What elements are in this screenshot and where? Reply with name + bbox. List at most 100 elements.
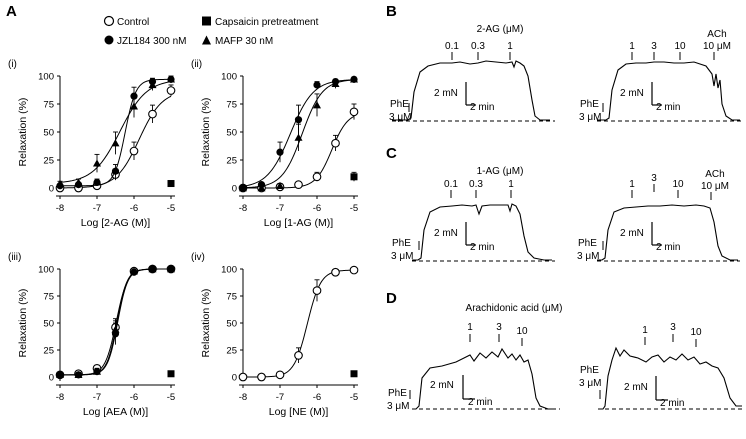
panel-d-traces: Arachidonic acid (μM) PhE 3 μM 1 3 10 2 … [387,303,744,412]
chart-iii-point-mafp-30-nm [111,325,120,333]
panel-b-right-phe: PhE [580,99,599,110]
chart-iii-ytick-label: 25 [43,346,54,357]
panel-b-right-phe-conc: 3 μM [579,112,601,123]
chart-ii-ytick-label: 75 [226,100,237,111]
panel-label-d: D [386,290,397,307]
panel-label-c: C [386,145,397,162]
chart-i-point-control [148,109,157,119]
panel-c-right-phe: PhE [578,238,597,249]
chart-iii-ytick-label: 0 [49,373,54,384]
panel-d-right-dose-1: 1 [642,325,648,336]
panel-d-right-trace [598,346,742,410]
chart-iii: (iii) 0 25 50 75 100 -8 -7 -6 -5 Log [AEA (M)] Rela… [8,252,176,418]
panel-d-right-scale-v-label: 2 mN [624,382,648,393]
panel-d-right-dose-3: 10 [690,327,702,338]
panel-d-title: Arachidonic acid (μM) [466,303,563,314]
panel-b-left-trace [392,60,550,121]
chart-iii-ytick-label: 50 [43,319,54,330]
chart-iv-xtick-label: -8 [239,392,247,403]
chart-i-xtick-label: -6 [130,203,138,214]
chart-iv-point-control [238,372,248,382]
chart-iv-ytick-label: 25 [226,346,237,357]
chart-iv-xlabel: Log [NE (M)] [269,406,329,418]
panel-b-right-dose-1: 1 [629,41,635,52]
chart-ii-point-jzl184-300-nm [276,148,284,156]
legend-control-label: Control [117,17,149,28]
chart-i-point-mafp-30-nm [93,159,101,167]
chart-iii-point-mafp-30-nm [148,265,157,273]
panel-b-right-dose-2: 3 [651,41,657,52]
chart-iii-ylabel: Relaxation (%) [17,289,29,358]
panel-b-traces: 2-AG (μM) PhE 3 μM 0.1 0.3 1 2 mN 2 min … [389,24,742,123]
chart-iii-ytick-label: 75 [43,292,54,303]
chart-iii-xlabel: Log [AEA (M)] [83,406,148,418]
panel-b-right-scale-h-label: 2 min [656,102,680,113]
chart-ii-point-control [312,172,322,182]
panel-d-left-phe-conc: 3 μM [387,401,409,412]
chart-i-xtick-label: -7 [93,203,101,214]
panel-label-a: A [6,3,17,20]
chart-i-point-mafp-30-nm [111,139,120,147]
panel-label-b: B [386,3,397,20]
chart-i-point-mafp-30-nm [167,75,175,83]
chart-i-point-mafp-30-nm [56,179,64,187]
chart-iv-point-control [331,267,340,277]
chart-i-point-mafp-30-nm [130,102,138,110]
chart-iv-point-control [312,286,322,295]
panel-b-right-dose-3: 10 [674,41,686,52]
panel-c-right-ach: ACh [705,169,724,180]
legend-capsaicin-label: Capsaicin pretreatment [215,17,319,28]
chart-i-ytick-label: 0 [49,184,54,195]
panel-d-left-trace [412,347,556,410]
chart-iv-ytick-label: 0 [232,373,237,384]
legend-jzl-label: JZL184 300 nM [117,36,187,47]
panel-d-right-scale-h-label: 2 min [660,398,684,409]
panel-c-right-trace [597,204,738,261]
panel-b-right-ach-conc: 10 μM [703,41,731,52]
chart-ii-point-control [294,180,303,189]
panel-c-right-scale-h-label: 2 min [656,242,680,253]
legend-capsaicin-marker [202,16,211,26]
legend-control-marker [103,15,115,27]
chart-ii-point-mafp-30-nm [276,181,284,189]
chart-i-ylabel: Relaxation (%) [17,98,29,167]
chart-ii-point-mafp-30-nm [313,101,321,109]
chart-i: (i) 0 25 50 75 100 -8 -7 -6 -5 Log [2-AG (M)] Relax… [8,59,176,229]
legend-mafp-label: MAFP 30 nM [215,36,273,47]
chart-ii-point-jzl184-300-nm [313,81,321,89]
chart-ii-point-mafp-30-nm [257,184,266,192]
legend-jzl-marker [104,35,114,45]
panel-c-left-dose-3: 1 [508,179,514,190]
panel-b-left-phe: PhE [390,99,409,110]
chart-i-ytick-label: 100 [38,72,54,83]
chart-ii-ytick-label: 25 [226,156,237,167]
panel-b-left-dose-2: 0.3 [471,41,485,52]
chart-ii-point-control [349,107,359,117]
panel-b-title: 2-AG (μM) [477,24,524,35]
chart-iv: (iv) 0 25 50 75 100 -8 -7 -6 -5 Log [NE (M)] Relaxa… [191,252,359,418]
chart-i-point-jzl184-300-nm [93,178,101,186]
chart-iii-point-capsaicin-pretreatment [167,370,175,378]
panel-c-right-dose-2: 3 [651,173,657,184]
panel-c-right-phe-conc: 3 μM [577,251,599,262]
chart-iv-ylabel: Relaxation (%) [200,289,212,358]
chart-iii-point-mafp-30-nm [130,267,138,275]
chart-ii: (ii) 0 25 50 75 100 -8 -7 -6 -5 Log [1-AG (M)] Rela… [191,59,359,229]
chart-ii-point-control [331,138,340,148]
legend: Control Capsaicin pretreatment JZL184 30… [103,15,319,47]
chart-iv-point-control [349,265,359,275]
chart-iv-ytick-label: 75 [226,292,237,303]
panel-b-right-scale-v-label: 2 mN [620,88,644,99]
chart-i-point-mafp-30-nm [74,178,83,186]
panel-c-left-phe: PhE [392,238,411,249]
chart-iv-point-capsaicin-pretreatment [350,370,358,378]
chart-ii-ylabel: Relaxation (%) [200,98,212,167]
chart-ii-point-mafp-30-nm [294,133,303,141]
chart-iv-point-control [275,370,285,380]
chart-iv-xtick-label: -5 [350,392,358,403]
chart-ii-ytick-label: 50 [226,128,237,139]
panel-d-left-scale-v-label: 2 mN [430,380,454,391]
chart-iii-xtick-label: -5 [167,392,175,403]
panel-d-left-dose-2: 3 [496,322,502,333]
